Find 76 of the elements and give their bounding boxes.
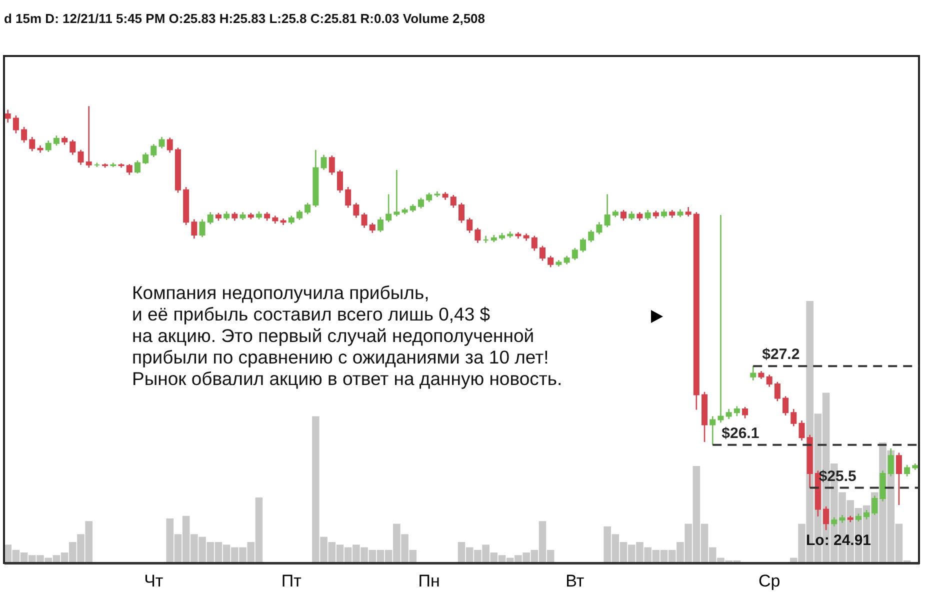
candlestick <box>726 408 732 420</box>
candlestick <box>158 136 165 150</box>
candlestick <box>710 416 716 446</box>
x-tick-label: Вт <box>566 572 584 590</box>
candlestick <box>872 495 878 516</box>
x-tick-label: Пт <box>281 572 302 590</box>
candlestick <box>572 247 578 261</box>
candlestick <box>207 211 214 225</box>
candlestick <box>596 221 602 235</box>
candlestick <box>199 218 206 238</box>
candlestick <box>328 154 335 176</box>
candlestick <box>304 202 311 215</box>
candlestick <box>12 114 19 134</box>
candlestick <box>888 448 894 477</box>
candlestick <box>320 154 327 171</box>
candlestick <box>823 506 830 531</box>
candlestick <box>418 197 424 210</box>
candlestick <box>580 237 586 253</box>
candlestick <box>474 227 481 244</box>
candlestick <box>482 235 489 244</box>
candlestick <box>742 406 748 419</box>
candlestick <box>191 218 198 240</box>
x-tick-label: Пн <box>418 572 440 590</box>
candlestick <box>21 126 28 144</box>
candlestick <box>134 160 140 174</box>
candlestick <box>45 140 52 153</box>
candlestick <box>540 245 546 262</box>
x-tick-label: Ср <box>758 572 780 590</box>
candlestick <box>78 149 84 166</box>
candlestick <box>296 209 302 221</box>
candlestick <box>766 374 772 388</box>
candlestick <box>750 365 756 382</box>
chart-subtitle: d 15m D: 12/21/11 5:45 PM O:25.83 H:25.83 L:25.8 C:25.81 R:0.03 Volume 2,508 <box>4 11 486 26</box>
candlestick <box>4 109 11 124</box>
annotation: Компания недополучила прибыль, и её прибыль составил всего лишь 0,43 $ на акцию. Это первый случай недополученной прибыли по сравнению с ожиданиями за 10 лет! Рынок обвалил акцию в ответ на данную новость. <box>132 282 562 389</box>
candlestick <box>588 229 594 243</box>
candlestick <box>345 186 352 208</box>
candlestick <box>644 209 651 221</box>
candlestick <box>142 152 149 165</box>
candlestick <box>782 396 789 416</box>
candlestick <box>29 136 36 152</box>
candlestick <box>377 216 384 233</box>
candlestick <box>86 105 92 168</box>
candlestick <box>53 134 60 146</box>
annotation: Lo: 24.91 <box>806 532 872 549</box>
candlestick <box>458 202 464 224</box>
candlestick <box>864 509 870 520</box>
candlestick <box>394 169 400 218</box>
ref-line-label: $26.1 <box>722 424 760 442</box>
candlestick <box>386 194 392 223</box>
candlestick <box>718 214 724 424</box>
x-tick-label: Чт <box>144 572 164 590</box>
candlestick <box>685 206 692 218</box>
candlestick <box>70 139 76 156</box>
candlestick <box>620 209 627 222</box>
candlestick <box>361 212 368 229</box>
candlestick <box>450 194 456 208</box>
candlestick <box>904 464 910 477</box>
candlestick <box>798 420 805 442</box>
candlestick <box>896 452 902 506</box>
candlestick <box>353 202 360 218</box>
candlestick <box>604 194 610 228</box>
candlestick <box>466 217 473 234</box>
candlestick <box>831 516 838 528</box>
candlestick <box>166 136 173 154</box>
ref-line-label: $27.2 <box>762 346 800 364</box>
candlestick <box>369 222 376 234</box>
candlestick <box>774 381 780 402</box>
candlestick <box>734 406 740 417</box>
candlestick <box>426 192 432 203</box>
candlestick <box>531 235 538 252</box>
candlestick <box>150 143 157 158</box>
candlestick <box>336 169 343 194</box>
candlestick <box>790 408 797 427</box>
candlestick <box>126 163 132 176</box>
candlestick <box>548 255 554 268</box>
